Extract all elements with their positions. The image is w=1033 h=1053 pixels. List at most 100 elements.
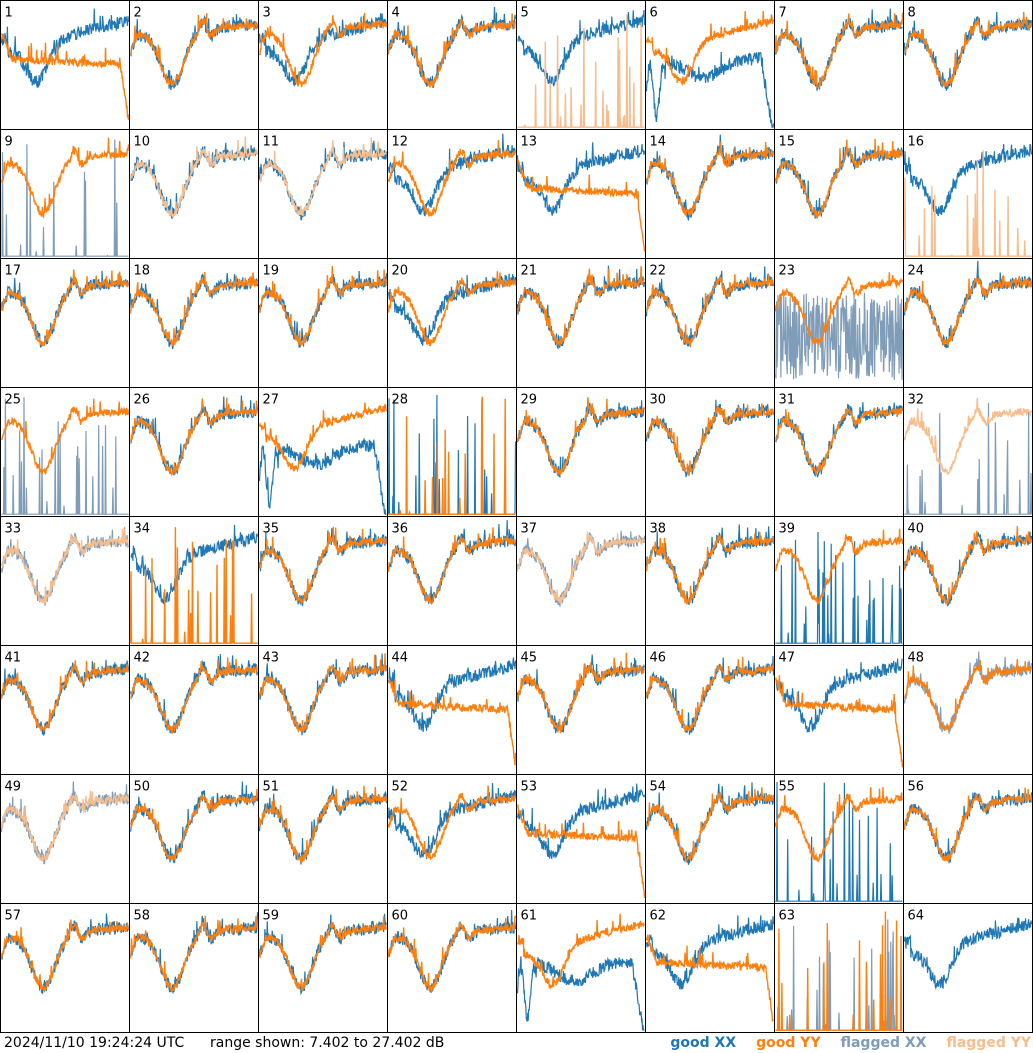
panel-35: 35 [258,516,388,646]
panel-49: 49 [0,774,130,904]
panel-label: 25 [5,393,22,408]
panel-label: 60 [392,909,409,924]
panel-label: 28 [392,393,409,408]
panel-frame [774,0,904,130]
panel-16: 16 [903,129,1033,259]
series-yy [387,271,517,347]
panel-label: 50 [134,780,151,795]
panel-label: 54 [650,780,667,795]
panel-frame [0,258,130,388]
panel-8: 8 [903,0,1033,130]
legend-good-yy: good YY [756,1035,821,1051]
series-yy [645,934,774,1023]
series-yy [645,403,775,476]
panel-58: 58 [129,903,259,1033]
series-yy [516,397,646,477]
panel-11: 11 [258,129,388,259]
panel-28: 28 [387,387,517,517]
panel-41: 41 [0,645,130,775]
panel-label: 35 [263,522,280,537]
panel-62: 62 [645,903,775,1033]
panel-label: 8 [908,6,916,21]
series-xx [645,915,775,990]
panel-label: 4 [392,6,400,21]
series-xx [903,917,1033,990]
series-yy [775,675,904,768]
panel-frame [516,645,646,775]
panel-14: 14 [645,129,775,259]
panel-label: 64 [908,909,925,924]
series-yy [903,659,1033,732]
series-yy [516,913,645,990]
series-xx [774,292,904,381]
series-xx [1,397,129,515]
panel-2: 2 [129,0,259,130]
panel-15: 15 [774,129,904,259]
panel-label: 39 [779,522,796,537]
series-yy [258,265,388,346]
panel-26: 26 [129,387,259,517]
series-yy [0,269,130,347]
panel-label: 16 [908,135,925,150]
series-xx [516,142,646,216]
panel-label: 40 [908,522,925,537]
panel-frame [0,516,130,646]
series-xx [774,658,903,734]
panel-64: 64 [903,903,1033,1033]
series-yy [0,528,130,604]
series-yy [129,527,258,644]
series-yy [645,787,775,863]
panel-label: 45 [521,651,538,666]
panel-label: 33 [5,522,22,537]
panel-3: 3 [258,0,388,130]
panel-label: 58 [134,909,151,924]
panel-29: 29 [516,387,646,517]
series-yy [0,790,130,863]
series-xx [387,520,517,605]
panel-label: 36 [392,522,409,537]
panel-frame [903,0,1033,130]
legend-good-xx: good XX [670,1035,737,1051]
panel-1: 1 [0,0,130,130]
panel-55: 55 [774,774,904,904]
panel-13: 13 [516,129,646,259]
panel-56: 56 [903,774,1033,904]
series-yy [645,656,775,733]
panel-label: 44 [392,651,409,666]
panel-label: 3 [263,6,271,21]
series-yy [129,788,259,862]
panel-label: 47 [779,651,796,666]
series-yy [259,137,387,217]
series-yy [516,804,646,898]
panel-label: 14 [650,135,667,150]
panel-label: 24 [908,264,925,279]
panel-32: 32 [903,387,1033,517]
series-yy [903,526,1033,606]
panel-61: 61 [516,903,646,1033]
series-yy [258,402,388,473]
series-xx [775,781,903,902]
series-xx [1,139,129,257]
panel-25: 25 [0,387,130,517]
panel-label: 51 [263,780,280,795]
series-yy [903,397,1033,476]
series-yy [258,785,388,863]
panel-frame [387,903,517,1033]
panel-label: 63 [779,909,796,924]
panel-label: 22 [650,264,667,279]
panel-label: 55 [779,780,796,795]
legend-flagged-xx: flagged XX [840,1035,927,1051]
panel-label: 5 [521,6,529,21]
panel-label: 21 [521,264,538,279]
panel-label: 11 [263,135,280,150]
panel-label: 61 [521,909,538,924]
panel-frame [645,645,775,775]
series-xx [387,6,517,88]
panel-39: 39 [774,516,904,646]
series-yy [903,787,1033,862]
series-xx [775,531,903,644]
panel-label: 10 [134,135,151,150]
series-yy [775,407,904,476]
panel-label: 57 [5,909,22,924]
